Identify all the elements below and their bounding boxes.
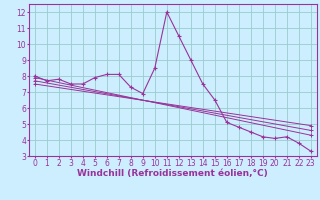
X-axis label: Windchill (Refroidissement éolien,°C): Windchill (Refroidissement éolien,°C) xyxy=(77,169,268,178)
